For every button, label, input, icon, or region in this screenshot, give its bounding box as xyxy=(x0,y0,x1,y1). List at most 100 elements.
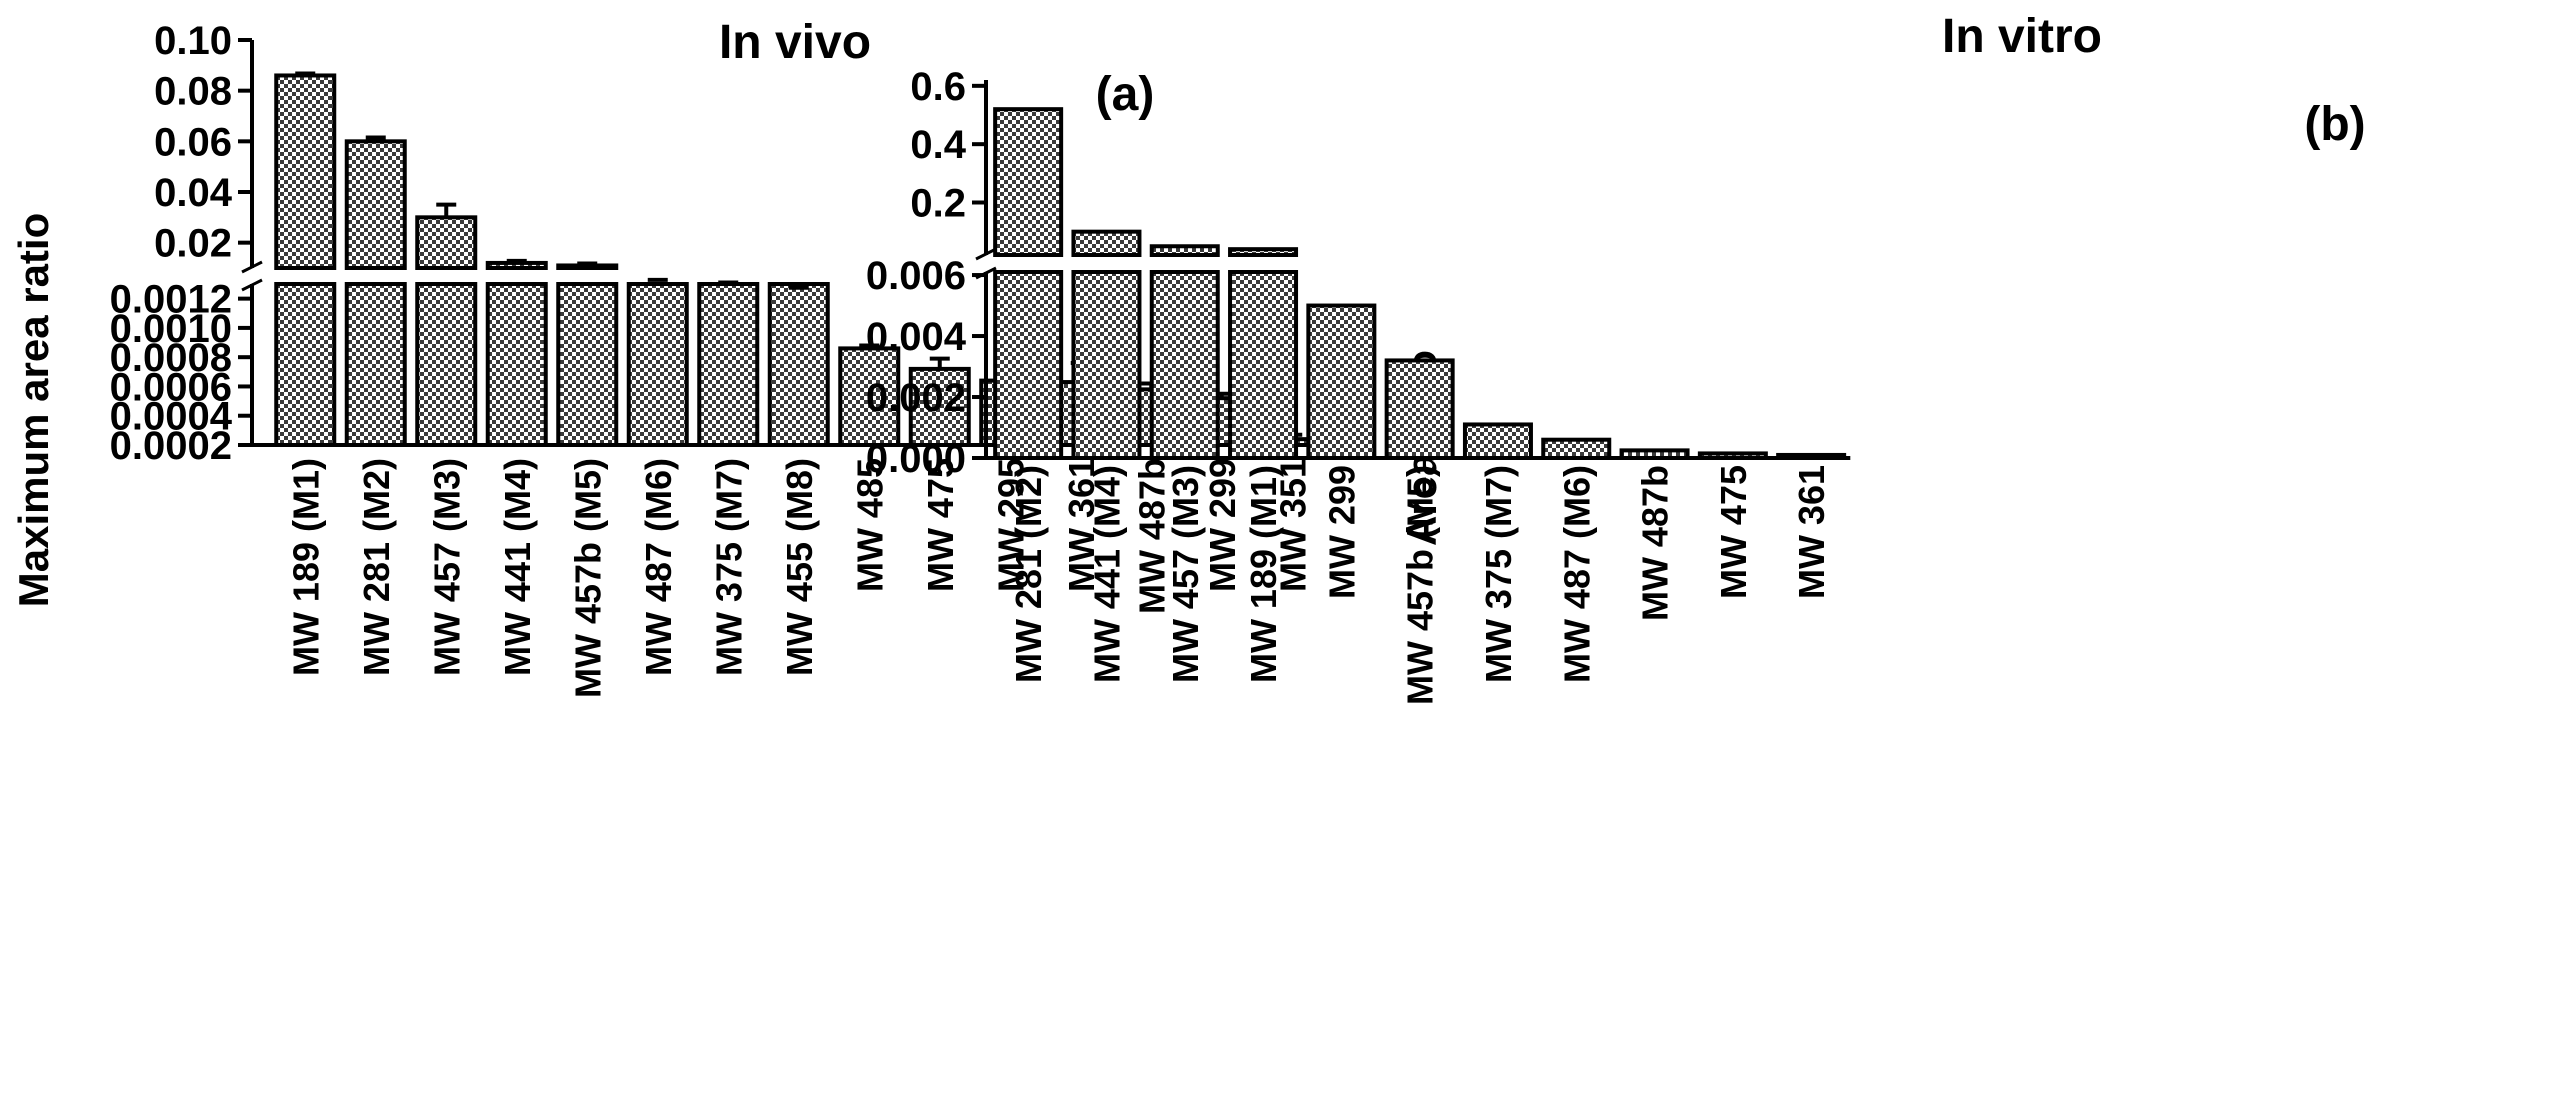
y-tick-label: 0.000 xyxy=(866,437,966,481)
x-tick-label: MW 457 (M3) xyxy=(426,458,467,676)
axis-break-mark xyxy=(241,278,263,292)
bar-lower-segment xyxy=(993,270,1064,460)
bar-upper-segment xyxy=(556,263,619,271)
panel-b: In vitro (b) Area ratio 0.60.40.20.0060.… xyxy=(866,10,2366,705)
x-tick-label: MW 455 (M8) xyxy=(779,458,820,676)
bar-upper-segment xyxy=(344,139,407,270)
bar xyxy=(626,277,689,447)
x-tick-label: MW 487 (M6) xyxy=(638,458,679,676)
bar xyxy=(344,135,407,447)
bar-lower-segment xyxy=(1462,422,1533,460)
bar xyxy=(1071,229,1142,460)
x-tick-label: MW 295 xyxy=(990,458,1031,592)
panel-a: In vivo (a) Maximum area ratio 0.10 0.08 0… xyxy=(10,16,1328,698)
bar-lower-segment xyxy=(838,346,901,447)
y-tick-label: 0.08 xyxy=(154,70,232,114)
panel-b-label: (b) xyxy=(2304,98,2365,151)
bar-lower-segment xyxy=(1306,303,1377,460)
bar xyxy=(697,280,760,447)
bar-lower-segment xyxy=(556,282,619,447)
bar-lower-segment xyxy=(415,282,478,447)
y-tick-label: 0.04 xyxy=(154,171,233,215)
x-tick-label: MW 375 (M7) xyxy=(1478,465,1519,683)
panel-a-ylabel: Maximum area ratio xyxy=(10,213,57,608)
y-tick-label: 0.0008 xyxy=(110,336,232,380)
x-tick-label: MW 487b xyxy=(1635,465,1676,621)
x-tick-label: MW 361 xyxy=(1061,458,1102,592)
axis-break-mark xyxy=(975,247,997,261)
bar-lower-segment xyxy=(1071,270,1142,460)
bar xyxy=(993,107,1064,460)
bar xyxy=(1228,247,1299,460)
panel-a-label: (a) xyxy=(1096,68,1155,121)
x-tick-label: MW 441 (M4) xyxy=(497,458,538,676)
y-tick-label: 0.06 xyxy=(154,120,232,164)
y-tick-label: 0.6 xyxy=(910,65,966,109)
bar xyxy=(838,343,901,447)
x-tick-label: MW 361 xyxy=(1791,465,1832,599)
bar xyxy=(415,202,478,447)
y-tick-label: 0.0010 xyxy=(110,307,232,351)
bar-upper-segment xyxy=(274,73,337,271)
x-tick-label: MW 375 (M7) xyxy=(708,458,749,676)
y-tick-label: 0.006 xyxy=(866,254,966,298)
bar xyxy=(908,356,971,447)
bar xyxy=(767,282,830,447)
panel-a-title: In vivo xyxy=(719,16,871,69)
bar-lower-segment xyxy=(1228,270,1299,460)
bar xyxy=(1384,358,1455,461)
bar-lower-segment xyxy=(274,282,337,447)
bar-lower-segment xyxy=(767,282,830,447)
x-tick-label: MW 299 xyxy=(1321,465,1362,599)
x-tick-label: MW 189 (M1) xyxy=(1243,465,1284,683)
panel-b-bars xyxy=(993,107,1847,461)
bar xyxy=(1462,422,1533,460)
bar-lower-segment xyxy=(1384,358,1455,461)
bar xyxy=(1306,303,1377,460)
x-tick-label: MW 485 xyxy=(849,458,890,592)
y-tick-label: 0.10 xyxy=(154,19,232,63)
x-tick-label: MW 351 xyxy=(1272,458,1313,592)
x-tick-label: MW 281 (M2) xyxy=(1008,465,1049,683)
y-tick-label: 0.0002 xyxy=(110,424,232,468)
panel-b-axes: 0.6 0.4 0.2 0.006 0.004 0.002 0.000 MW 281 (M2)… xyxy=(866,65,1851,705)
x-tick-label: MW 475 xyxy=(920,458,961,592)
y-tick-label: 0.002 xyxy=(866,376,966,420)
panel-b-title: In vitro xyxy=(1942,10,2102,63)
bar-upper-segment xyxy=(993,107,1064,257)
bar-lower-segment xyxy=(485,282,548,447)
y-tick-label: 0.4 xyxy=(910,123,966,167)
bar-lower-segment xyxy=(697,282,760,447)
bar-lower-segment xyxy=(1541,437,1612,461)
bar-upper-segment xyxy=(415,215,478,270)
bar xyxy=(1149,244,1220,460)
x-tick-label: MW 457b (M5) xyxy=(567,458,608,698)
bar xyxy=(274,71,337,447)
x-tick-label: MW 457 (M3) xyxy=(1165,465,1206,683)
y-tick-label: 0.02 xyxy=(154,222,232,266)
x-tick-label: MW 475 xyxy=(1713,465,1754,599)
bar-upper-segment xyxy=(1228,247,1299,258)
bar xyxy=(485,258,548,447)
bar-lower-segment xyxy=(344,282,407,447)
x-tick-label: MW 457b (M5) xyxy=(1400,465,1441,705)
bar xyxy=(1541,437,1612,461)
bar-upper-segment xyxy=(1149,244,1220,257)
bar-upper-segment xyxy=(1071,229,1142,258)
bar-lower-segment xyxy=(908,366,971,447)
y-tick-label: 0.004 xyxy=(866,315,967,359)
y-tick-label: 0.0006 xyxy=(110,365,232,409)
x-tick-label: MW 189 (M1) xyxy=(285,458,326,676)
y-tick-label: 0.0004 xyxy=(110,395,233,439)
y-tick-label: 0.2 xyxy=(910,182,966,226)
bar-lower-segment xyxy=(626,282,689,447)
bar-upper-segment xyxy=(485,260,548,270)
axis-break-mark xyxy=(241,260,263,274)
x-tick-label: MW 441 (M4) xyxy=(1086,465,1127,683)
x-tick-label: MW 487 (M6) xyxy=(1556,465,1597,683)
y-tick-label: 0.0012 xyxy=(110,278,232,322)
panel-a-axes: 0.100.080.060.040.020.00120.00100.00080.… xyxy=(110,19,1328,698)
bar xyxy=(556,261,619,447)
x-tick-label: MW 281 (M2) xyxy=(356,458,397,676)
